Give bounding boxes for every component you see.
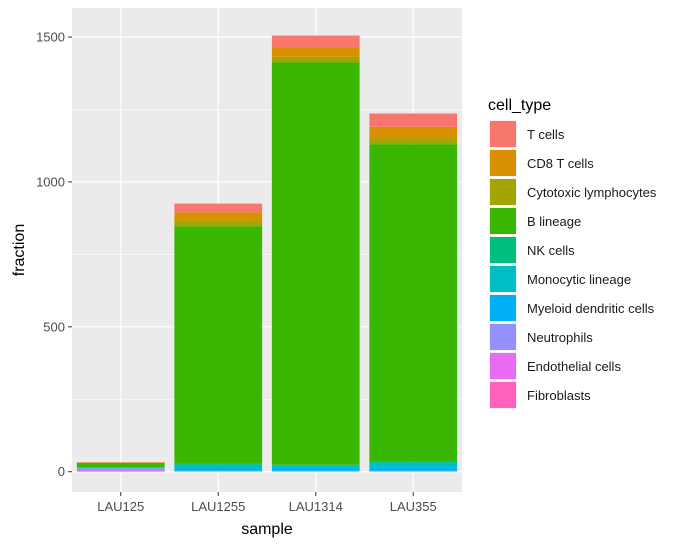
legend-key — [490, 295, 516, 321]
bar-segment-LAU1255-nk-cells — [174, 464, 262, 465]
bar-segment-LAU355-cytotoxic-lymphocytes — [369, 138, 457, 144]
x-tick-label: LAU1255 — [191, 499, 245, 514]
legend-label: Neutrophils — [527, 330, 593, 345]
y-tick-label: 500 — [43, 319, 65, 334]
legend-title: cell_type — [488, 97, 551, 114]
bar-segment-LAU1255-myeloid-dendritic-cells — [174, 469, 262, 471]
legend-label: Fibroblasts — [527, 388, 591, 403]
bar-segment-LAU1255-monocytic-lineage — [174, 465, 262, 469]
bar-segment-LAU1314-myeloid-dendritic-cells — [272, 468, 360, 471]
bar-segment-LAU125-neutrophils — [77, 469, 165, 470]
bar-segment-LAU1255-cd8-t-cells — [174, 212, 262, 220]
legend-label: T cells — [527, 127, 565, 142]
bar-segment-LAU355-monocytic-lineage — [369, 462, 457, 467]
legend-key — [490, 324, 516, 350]
bar-segment-LAU355-b-lineage — [369, 144, 457, 461]
x-tick-label: LAU125 — [97, 499, 144, 514]
x-axis: LAU125 LAU1255 LAU1314 LAU355 — [97, 492, 436, 514]
x-axis-title: sample — [241, 521, 293, 538]
legend: cell_type T cells CD8 T cells Cytotoxic ly… — [488, 97, 657, 409]
bar-segment-LAU125-myeloid-dendritic-cells — [77, 468, 165, 469]
legend-key — [490, 208, 516, 234]
bar-segment-LAU125-endothelial-cells — [77, 469, 165, 471]
bar-segment-LAU125-fibroblasts — [77, 471, 165, 472]
bar-segment-LAU1314-cytotoxic-lymphocytes — [272, 57, 360, 63]
legend-key — [490, 266, 516, 292]
y-axis: 0 500 1000 1500 — [36, 29, 72, 479]
bar-segment-LAU1314-cd8-t-cells — [272, 48, 360, 57]
legend-label: Myeloid dendritic cells — [527, 301, 655, 316]
bar-segment-LAU355-myeloid-dendritic-cells — [369, 468, 457, 471]
bar-segment-LAU1314-monocytic-lineage — [272, 466, 360, 468]
legend-label: NK cells — [527, 243, 575, 258]
bar-segment-LAU1255-cytotoxic-lymphocytes — [174, 220, 262, 226]
bar-segment-LAU355-t-cells — [369, 113, 457, 126]
bar-segment-LAU1255-b-lineage — [174, 226, 262, 464]
bar-segment-LAU1314-t-cells — [272, 36, 360, 48]
x-tick-label: LAU355 — [390, 499, 437, 514]
legend-key — [490, 179, 516, 205]
legend-key — [490, 382, 516, 408]
legend-label: Cytotoxic lymphocytes — [527, 185, 657, 200]
x-tick-label: LAU1314 — [289, 499, 343, 514]
legend-key — [490, 353, 516, 379]
y-tick-label: 0 — [58, 464, 65, 479]
bar-segment-LAU355-nk-cells — [369, 462, 457, 463]
y-axis-title: fraction — [11, 224, 28, 276]
y-tick-label: 1500 — [36, 29, 65, 44]
bar-segment-LAU125-monocytic-lineage — [77, 468, 165, 469]
bar-segment-LAU1314-nk-cells — [272, 465, 360, 466]
legend-key — [490, 150, 516, 176]
legend-label: Endothelial cells — [527, 359, 621, 374]
bar-segment-LAU355-cd8-t-cells — [369, 127, 457, 139]
y-tick-label: 1000 — [36, 174, 65, 189]
bar-segment-LAU125-b-lineage — [77, 463, 165, 467]
bar-segment-LAU1255-t-cells — [174, 204, 262, 213]
bar-segment-LAU1314-b-lineage — [272, 62, 360, 464]
legend-label: CD8 T cells — [527, 156, 594, 171]
legend-key — [490, 237, 516, 263]
legend-key — [490, 121, 516, 147]
legend-label: Monocytic lineage — [527, 272, 631, 287]
legend-label: B lineage — [527, 214, 581, 229]
